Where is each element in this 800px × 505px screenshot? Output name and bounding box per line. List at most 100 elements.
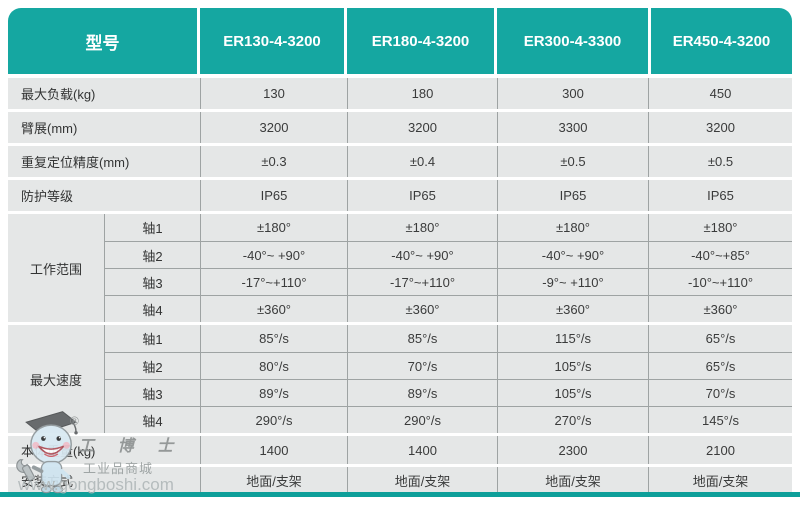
cell: 85°/s [347,325,497,352]
cell: -17°~+110° [200,269,347,295]
table-row-mounting: 安装方式 地面/支架 地面/支架 地面/支架 地面/支架 [8,467,792,493]
cell: 89°/s [200,380,347,406]
table-row-weight: 本体重量(kg) 1400 1400 2300 2100 [8,436,792,464]
cell: ±180° [347,214,497,241]
column-header-er300: ER300-4-3300 [497,8,648,74]
column-header-er130: ER130-4-3200 [200,8,344,74]
cell: ±360° [648,296,792,322]
group-label: 工作范围 [8,214,105,322]
cell: 70°/s [648,380,792,406]
cell: ±0.5 [648,146,792,177]
column-header-er180: ER180-4-3200 [347,8,494,74]
cell: ±360° [200,296,347,322]
table-row-protection: 防护等级 IP65 IP65 IP65 IP65 [8,180,792,211]
cell: 70°/s [347,353,497,379]
cell: 地面/支架 [347,467,497,493]
axis-label: 轴3 [142,386,163,402]
table-subrow-axis4: 轴4 290°/s 290°/s 270°/s 145°/s [105,406,792,433]
table-header-row: 型号 ER130-4-3200 ER180-4-3200 ER300-4-330… [8,8,792,74]
cell: 105°/s [497,353,648,379]
axis-label: 轴3 [142,275,163,291]
watermark-brand-subtitle: 工业品商城 [83,461,154,476]
cell: 1400 [200,436,347,464]
cell: 105°/s [497,380,648,406]
table-group-work-range: 工作范围 轴1 ±180° ±180° ±180° ±180° 轴2 -40°~… [8,214,792,322]
cell: 80°/s [200,353,347,379]
cell: ±0.3 [200,146,347,177]
cell: 290°/s [200,407,347,433]
watermark-website-url: www.gongboshi.com [18,475,174,494]
cell: -17°~+110° [347,269,497,295]
axis-label: 轴4 [142,413,163,429]
cell: ±360° [347,296,497,322]
spec-table: 型号 ER130-4-3200 ER180-4-3200 ER300-4-330… [8,8,792,493]
group-label: 最大速度 [8,325,105,433]
registered-trademark-icon: ® [70,414,79,428]
cell: 65°/s [648,325,792,352]
axis-label: 轴2 [142,359,163,375]
cell: 3200 [648,112,792,143]
cell: 180 [347,78,497,109]
axis-label: 轴1 [142,221,163,236]
table-row-payload: 最大负载(kg) 130 180 300 450 [8,78,792,109]
row-label: 最大负载(kg) [21,87,96,102]
axis-label: 轴1 [142,332,163,347]
cell: -40°~+85° [648,242,792,268]
table-subrow-axis1: 轴1 ±180° ±180° ±180° ±180° [105,214,792,241]
row-label: 防护等级 [21,189,74,204]
axis-label: 轴2 [142,248,163,264]
row-label: 重复定位精度(mm) [21,155,130,170]
mascot-robot-icon [16,411,78,494]
cell: 3200 [200,112,347,143]
cell: 450 [648,78,792,109]
cell: IP65 [347,180,497,211]
table-subrow-axis4: 轴4 ±360° ±360° ±360° ±360° [105,295,792,322]
column-header-er450: ER450-4-3200 [651,8,792,74]
cell: 85°/s [200,325,347,352]
cell: IP65 [200,180,347,211]
cell: 290°/s [347,407,497,433]
table-subrow-axis3: 轴3 89°/s 89°/s 105°/s 70°/s [105,379,792,406]
row-label: 臂展(mm) [21,121,78,136]
cell: -40°~ +90° [200,242,347,268]
table-subrow-axis2: 轴2 80°/s 70°/s 105°/s 65°/s [105,352,792,379]
watermark-brand-name: 工 博 士 [78,436,183,455]
table-row-repeatability: 重复定位精度(mm) ±0.3 ±0.4 ±0.5 ±0.5 [8,146,792,177]
cell: -9°~ +110° [497,269,648,295]
cell: 145°/s [648,407,792,433]
cell: -40°~ +90° [347,242,497,268]
axis-label: 轴4 [142,302,163,318]
bottom-accent-bar [0,492,800,497]
cell: 2300 [497,436,648,464]
column-header-model: 型号 [8,8,197,74]
cell: 3200 [347,112,497,143]
cell: 1400 [347,436,497,464]
cell: IP65 [497,180,648,211]
cell: 地面/支架 [497,467,648,493]
cell: 3300 [497,112,648,143]
cell: 65°/s [648,353,792,379]
cell: ±0.5 [497,146,648,177]
cell: 89°/s [347,380,497,406]
cell: 115°/s [497,325,648,352]
cell: 300 [497,78,648,109]
table-row-reach: 臂展(mm) 3200 3200 3300 3200 [8,112,792,143]
table-group-max-speed: 最大速度 轴1 85°/s 85°/s 115°/s 65°/s 轴2 80°/… [8,325,792,433]
cell: IP65 [648,180,792,211]
cell: ±180° [497,214,648,241]
cell: -40°~ +90° [497,242,648,268]
cell: ±180° [200,214,347,241]
table-subrow-axis2: 轴2 -40°~ +90° -40°~ +90° -40°~ +90° -40°… [105,241,792,268]
cell: 270°/s [497,407,648,433]
cell: 地面/支架 [200,467,347,493]
cell: ±360° [497,296,648,322]
cell: -10°~+110° [648,269,792,295]
cell: 2100 [648,436,792,464]
cell: ±180° [648,214,792,241]
table-subrow-axis3: 轴3 -17°~+110° -17°~+110° -9°~ +110° -10°… [105,268,792,295]
cell: 130 [200,78,347,109]
table-subrow-axis1: 轴1 85°/s 85°/s 115°/s 65°/s [105,325,792,352]
watermark-logo: ® 工 博 士 工业品商城 www.gongboshi.com [12,396,252,502]
cell: 地面/支架 [648,467,792,493]
cell: ±0.4 [347,146,497,177]
